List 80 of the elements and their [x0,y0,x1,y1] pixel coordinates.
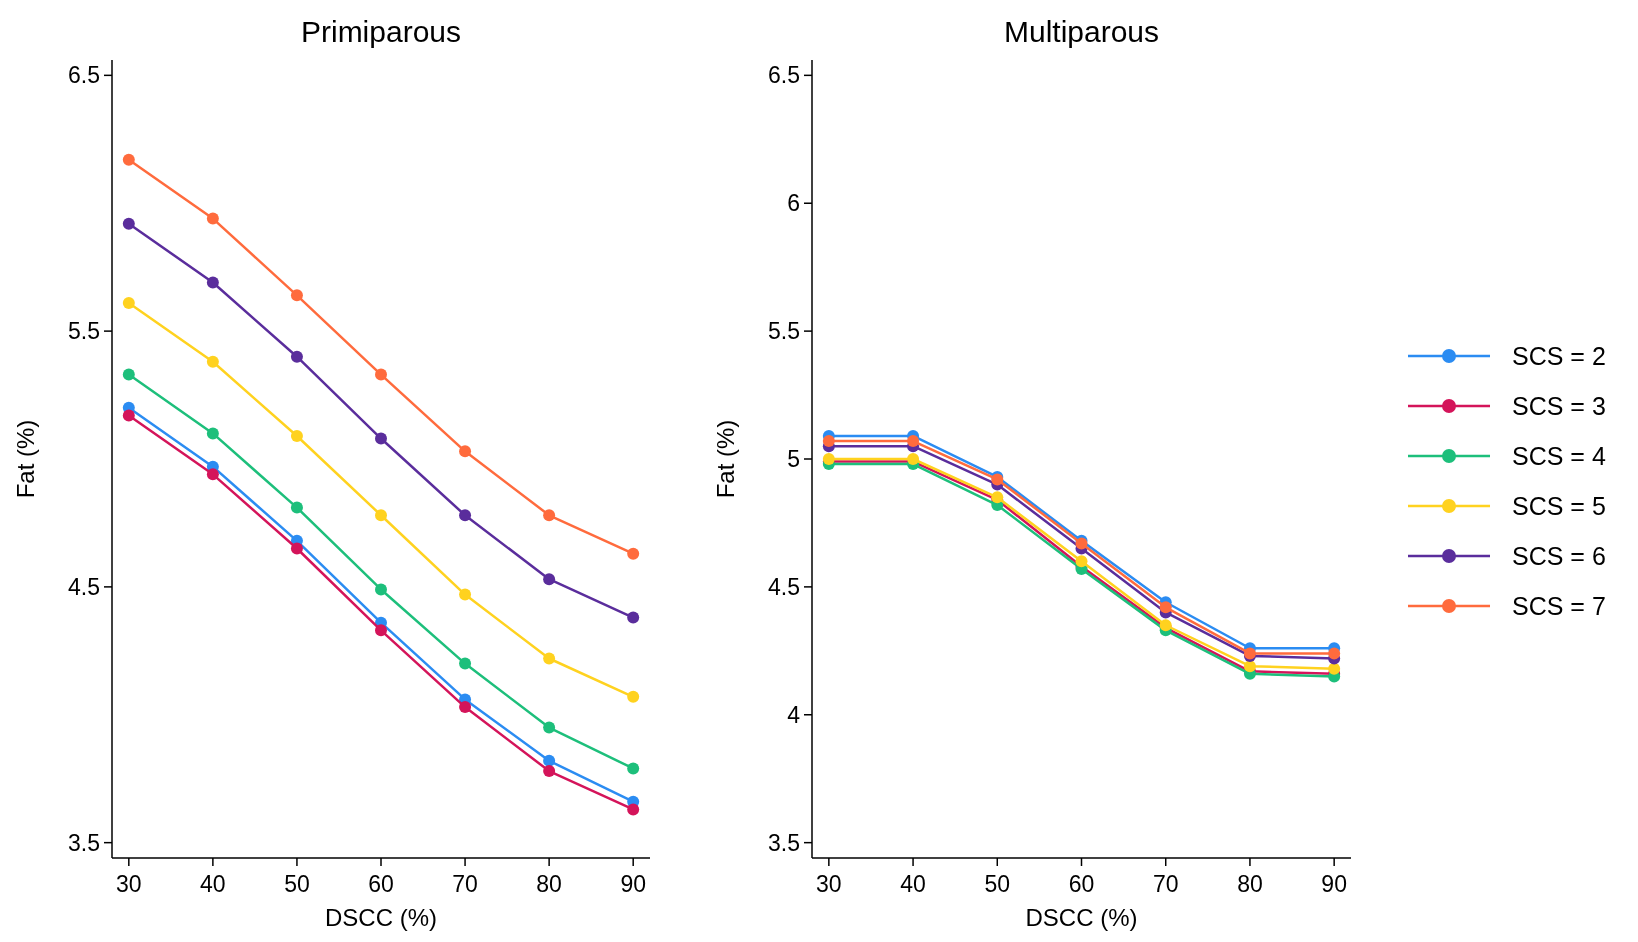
point [375,583,387,596]
y-axis-title: Fat (%) [12,419,39,499]
point [459,445,472,458]
x-axis-title: DSCC (%) [325,904,437,931]
point [1159,601,1172,614]
y-tick-label: 5.5 [768,318,800,345]
x-tick-label: 70 [452,871,478,897]
point [206,276,219,289]
point [290,542,303,555]
point [543,765,556,778]
y-tick-label: 4.5 [68,573,100,600]
point [375,509,387,522]
y-tick-label: 4 [787,701,801,728]
point [206,212,219,225]
point [459,588,472,601]
x-tick-label: 40 [200,871,226,897]
y-tick-label: 5 [787,446,800,473]
x-tick-label: 90 [1321,871,1347,897]
point [290,350,303,363]
x-axis-title: DSCC (%) [1025,904,1138,931]
legend-label: SCS = 4 [1512,441,1606,470]
x-tick-label: 40 [900,871,926,897]
legend-label: SCS = 5 [1512,491,1606,520]
y-axis-title: Fat (%) [712,419,739,499]
point [627,547,640,560]
point [1328,647,1341,660]
x-tick-label: 60 [368,871,394,897]
chart-title: Primiparous [300,15,462,48]
y-tick-label: 3.5 [768,829,800,856]
point [122,409,135,422]
point [459,657,472,670]
legend-label: SCS = 7 [1512,591,1606,620]
point [459,509,472,522]
x-tick-label: 60 [1068,871,1095,897]
chart-title: Multiparous [1003,15,1160,48]
y-tick-label: 3.5 [68,829,100,856]
x-tick-label: 90 [620,871,646,897]
point [122,153,135,166]
x-tick-label: 70 [1152,871,1179,897]
point [1328,662,1341,675]
point [206,355,219,368]
point [290,501,303,514]
y-tick-label: 6.5 [768,62,800,89]
point [543,509,556,522]
y-tick-label: 5.5 [68,318,100,345]
point [122,368,135,381]
point [375,432,387,445]
y-tick-label: 6.5 [68,62,100,89]
x-tick-label: 80 [536,871,562,897]
point [122,296,135,309]
y-tick-label: 6 [787,190,800,217]
point [627,690,640,703]
point [543,721,556,734]
point [375,368,387,381]
point [543,754,556,767]
point [627,762,640,775]
point [627,803,640,816]
x-tick-label: 50 [284,871,310,897]
legend-label: SCS = 3 [1512,391,1606,420]
point [1075,555,1088,568]
point [459,701,472,714]
point [206,427,219,440]
point [375,624,387,637]
point [206,468,219,481]
x-tick-label: 30 [116,871,142,897]
legend-label: SCS = 2 [1512,341,1606,370]
x-tick-label: 80 [1237,871,1263,897]
x-tick-label: 30 [816,871,842,897]
point [822,435,835,448]
point [290,289,303,302]
point [290,429,303,442]
y-tick-label: 4.5 [768,573,800,600]
point [1243,660,1256,673]
x-tick-label: 50 [984,871,1011,897]
point [543,573,556,586]
point [907,435,920,448]
legend-label: SCS = 6 [1512,541,1606,570]
point [627,611,640,624]
point [543,652,556,665]
point [122,217,135,230]
